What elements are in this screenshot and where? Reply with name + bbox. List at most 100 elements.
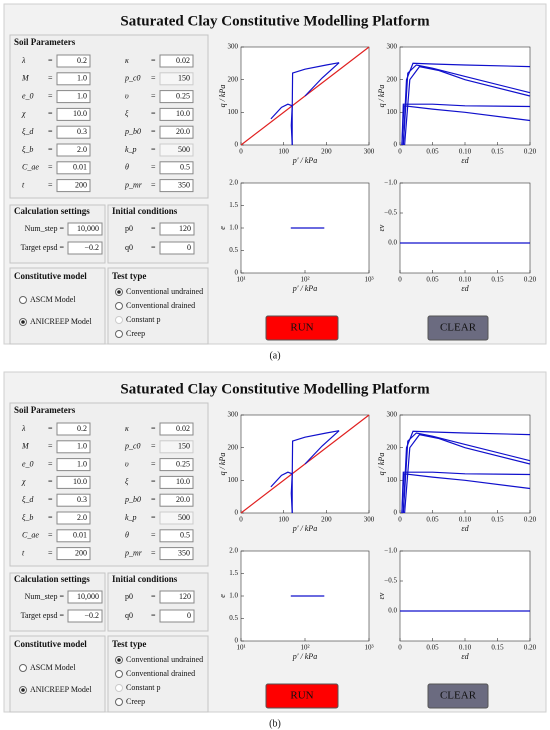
plot-area [399, 182, 531, 274]
parameter-label: λ [21, 424, 26, 433]
equals-sign: = [151, 91, 156, 100]
y-tick-label: 100 [228, 476, 239, 484]
app-title: Saturated Clay Constitutive Modelling Pl… [120, 13, 430, 29]
input-value: 10.0 [73, 109, 87, 118]
text-input[interactable] [159, 90, 194, 104]
equals-sign: = [48, 424, 53, 433]
parameter-label: κ [125, 56, 129, 65]
text-input[interactable] [56, 54, 91, 68]
radio-button[interactable] [19, 664, 27, 672]
equals-sign: = [48, 442, 53, 451]
equals-sign: = [151, 109, 156, 118]
radio-label: Conventional drained [126, 301, 195, 310]
x-axis-label: p′ / kPa [292, 284, 317, 293]
radio-button[interactable] [115, 330, 123, 338]
x-tick-label: 0.05 [426, 148, 439, 156]
x-tick-label: 10² [300, 644, 309, 652]
parameter-label: k_p [125, 145, 137, 154]
text-input[interactable] [56, 72, 91, 86]
input-value: 200 [75, 180, 87, 189]
parameter-label: χ [21, 109, 26, 118]
x-tick-label: 0 [239, 148, 243, 156]
x-tick-label: 0.10 [459, 276, 472, 284]
text-input[interactable] [56, 458, 91, 472]
x-tick-label: 0.20 [524, 644, 537, 652]
text-input[interactable] [67, 590, 103, 604]
input-value: 120 [179, 592, 191, 601]
text-input[interactable] [56, 440, 91, 454]
text-input[interactable] [159, 475, 194, 489]
parameter-label: ξ [125, 109, 129, 118]
text-input[interactable] [159, 493, 194, 507]
figure-caption: (a) [269, 350, 280, 361]
y-tick-label: 0.0 [388, 239, 397, 247]
text-input[interactable] [159, 590, 195, 604]
equals-sign: = [151, 531, 156, 540]
radio-button[interactable] [115, 698, 123, 706]
text-input[interactable] [56, 161, 91, 175]
text-input[interactable] [67, 222, 103, 236]
text-input[interactable] [56, 475, 91, 489]
section-heading: Soil Parameters [14, 405, 76, 415]
text-input[interactable] [159, 107, 194, 121]
equals-sign: = [151, 56, 156, 65]
text-input[interactable] [56, 529, 91, 543]
y-axis-label: εv [377, 592, 386, 599]
text-input[interactable] [159, 422, 194, 436]
radio-button[interactable] [115, 670, 123, 678]
radio-button[interactable] [19, 296, 27, 304]
text-input[interactable] [67, 609, 103, 623]
text-input[interactable] [56, 125, 91, 139]
radio-label: ASCM Model [30, 663, 76, 672]
input-value: 500 [178, 513, 190, 522]
y-tick-label: 0.5 [229, 246, 238, 254]
button[interactable] [265, 315, 339, 341]
y-axis-label: q / kPa [218, 453, 227, 476]
setting-label: q0 [125, 243, 133, 252]
radio-label: Constant p [126, 315, 160, 324]
equals-sign: = [151, 127, 156, 136]
x-tick-label: 0 [398, 276, 402, 284]
text-input[interactable] [159, 547, 194, 561]
input-value: 500 [178, 145, 190, 154]
parameter-label: p_b0 [124, 495, 141, 504]
text-input[interactable] [159, 529, 194, 543]
equals-sign: = [151, 513, 156, 522]
text-input[interactable] [56, 547, 91, 561]
radio-label: ANICREEP Model [30, 317, 92, 326]
y-tick-label: 300 [387, 411, 398, 419]
equals-sign: = [151, 592, 156, 601]
text-input[interactable] [56, 422, 91, 436]
radio-label: Constant p [126, 683, 160, 692]
text-input[interactable] [56, 143, 91, 157]
text-input[interactable] [67, 241, 103, 255]
constitutive-model-box [9, 635, 106, 713]
equals-sign: = [151, 477, 156, 486]
radio-dot [21, 320, 25, 324]
text-input[interactable] [159, 458, 194, 472]
x-tick-label: 0.15 [491, 644, 504, 652]
text-input[interactable] [56, 107, 91, 121]
equals-sign: = [151, 243, 156, 252]
radio-button[interactable] [115, 302, 123, 310]
input-value: 1.0 [77, 459, 87, 468]
button[interactable] [427, 315, 489, 341]
text-input[interactable] [159, 241, 195, 255]
x-tick-label: 10³ [364, 644, 373, 652]
text-input[interactable] [159, 125, 194, 139]
x-tick-label: 0.20 [524, 276, 537, 284]
text-input[interactable] [56, 179, 91, 193]
text-input[interactable] [159, 54, 194, 68]
button[interactable] [265, 683, 339, 709]
text-input[interactable] [159, 179, 194, 193]
parameter-label: ξ [125, 477, 129, 486]
button[interactable] [427, 683, 489, 709]
text-input[interactable] [56, 511, 91, 525]
text-input[interactable] [159, 222, 195, 236]
text-input[interactable] [56, 493, 91, 507]
text-input[interactable] [159, 609, 195, 623]
text-input[interactable] [56, 90, 91, 104]
y-tick-label: −1.0 [384, 179, 397, 187]
text-input [159, 72, 194, 86]
text-input[interactable] [159, 161, 194, 175]
